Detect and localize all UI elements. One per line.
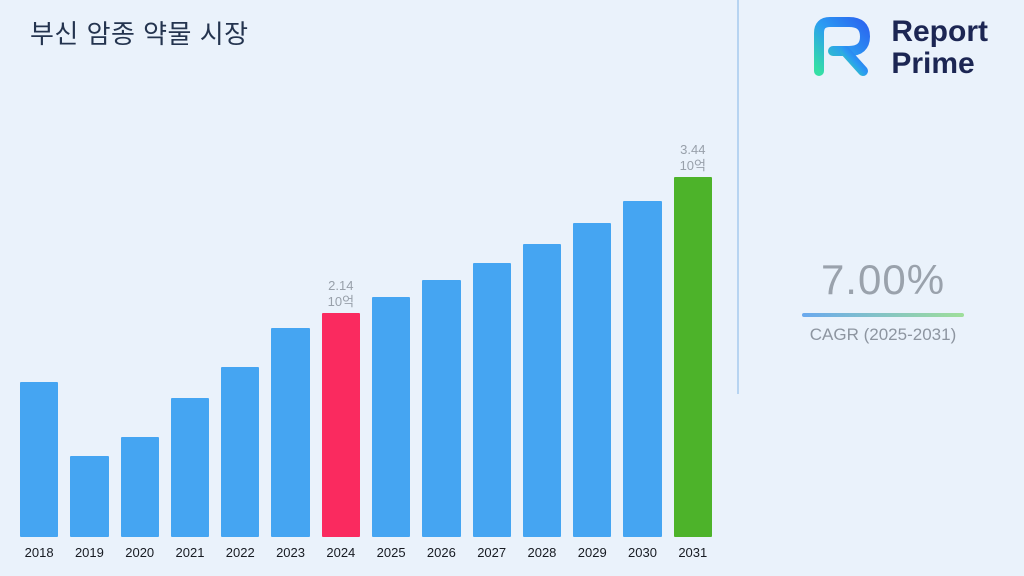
bar-column-2025: 2025	[371, 297, 411, 560]
x-tick-label-2024: 2024	[326, 545, 356, 560]
x-tick-label-2018: 2018	[24, 545, 54, 560]
bar-column-2027: 2027	[472, 263, 511, 560]
cagr-panel: 7.00% CAGR (2025-2031)	[800, 256, 966, 345]
page-title: 부신 암종 약물 시장	[30, 19, 249, 49]
cagr-value: 7.00%	[820, 256, 946, 303]
bar-chart: 2018 2019 2020 2021 2022 2023 2.14 10억 2024 2025 2…	[20, 142, 712, 560]
x-tick-label-2026: 2026	[426, 545, 456, 560]
bar-2019	[70, 456, 109, 537]
cagr-label: CAGR (2025-2031)	[809, 325, 957, 344]
x-tick-label-2028: 2028	[527, 545, 557, 560]
bar-column-2021: 2021	[170, 398, 210, 560]
bar-2022	[221, 367, 260, 537]
bar-2020	[120, 437, 159, 537]
bar-2029	[573, 223, 612, 537]
bar-2030	[623, 201, 662, 537]
bar-column-2029: 2029	[573, 223, 612, 560]
x-tick-label-2031: 2031	[678, 545, 708, 560]
bar-value-label-2024: 2.14 10억	[327, 278, 355, 309]
vertical-divider	[737, 0, 739, 394]
bar-column-2018: 2018	[20, 382, 59, 560]
logo-line1: Report	[891, 15, 988, 49]
bar-2031	[673, 177, 712, 537]
x-tick-label-2021: 2021	[175, 545, 205, 560]
bar-2021	[170, 398, 210, 537]
report-prime-logo: Report Prime	[803, 12, 988, 83]
bar-2025	[371, 297, 411, 537]
x-tick-label-2023: 2023	[276, 545, 305, 560]
bar-value-label-2031: 3.44 10억	[679, 142, 706, 173]
x-tick-label-2030: 2030	[628, 545, 657, 560]
report-prime-logo-icon	[803, 12, 881, 83]
logo-line2: Prime	[891, 46, 975, 80]
x-tick-label-2020: 2020	[125, 545, 155, 560]
x-tick-label-2019: 2019	[74, 545, 104, 560]
bar-2024	[321, 313, 360, 537]
bar-2018	[20, 382, 59, 537]
x-tick-label-2025: 2025	[376, 545, 406, 560]
bar-column-2031: 3.44 10억 2031	[673, 142, 712, 560]
bar-2026	[422, 280, 461, 537]
bar-column-2023: 2023	[271, 328, 310, 560]
x-tick-label-2029: 2029	[577, 545, 607, 560]
x-tick-label-2027: 2027	[477, 545, 507, 560]
cagr-underline	[802, 313, 964, 317]
x-tick-label-2022: 2022	[225, 545, 255, 560]
bar-column-2024: 2.14 10억 2024	[321, 278, 360, 560]
bar-2027	[472, 263, 511, 537]
bar-2023	[271, 328, 310, 537]
bar-column-2020: 2020	[120, 437, 159, 560]
bar-column-2022: 2022	[221, 367, 260, 560]
bar-column-2019: 2019	[70, 456, 109, 560]
logo-text: Report Prime	[891, 15, 988, 80]
bar-column-2026: 2026	[422, 280, 461, 560]
bar-2028	[522, 244, 562, 537]
bar-column-2028: 2028	[522, 244, 562, 560]
bar-column-2030: 2030	[623, 201, 662, 560]
